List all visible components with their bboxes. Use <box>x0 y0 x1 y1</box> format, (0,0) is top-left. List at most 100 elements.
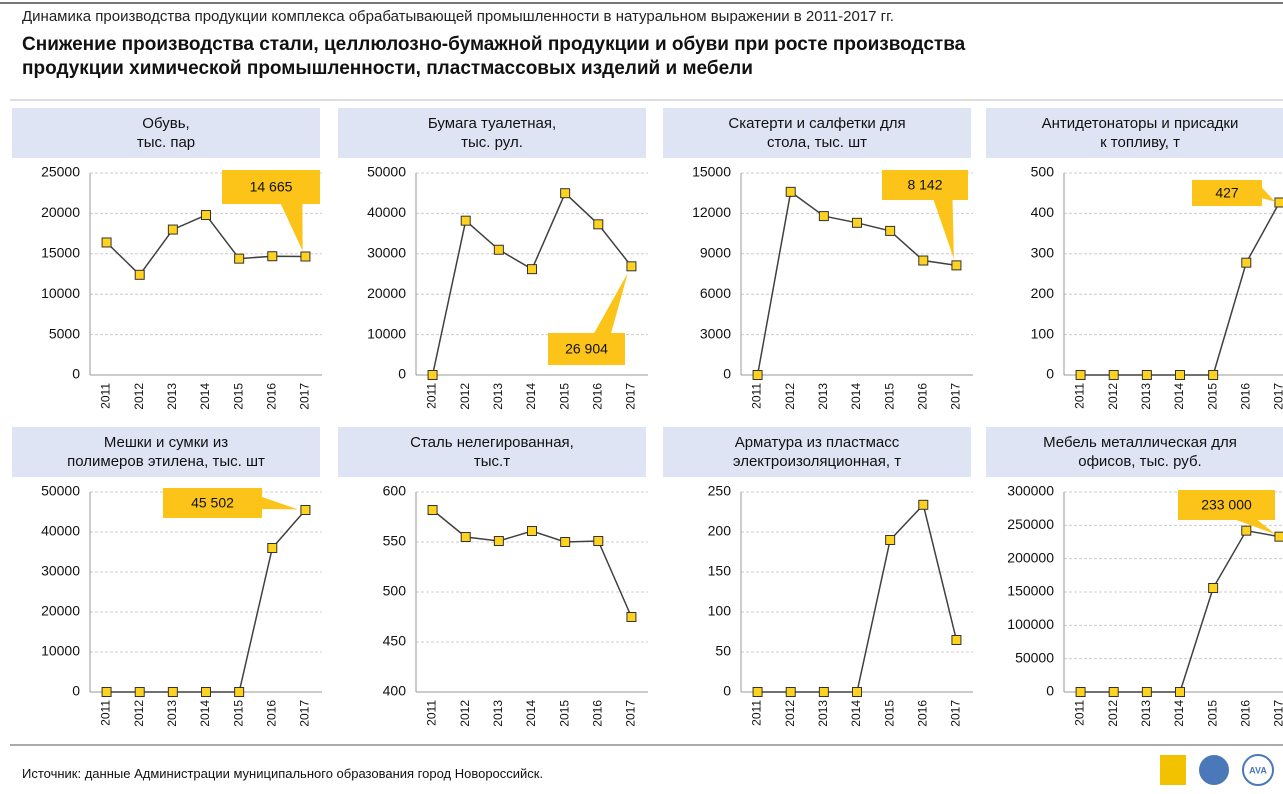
x-tick-label: 2016 <box>915 383 929 410</box>
marker <box>626 261 637 272</box>
x-tick-label: 2014 <box>849 383 863 410</box>
series-line <box>1080 529 1280 693</box>
x-tick-label: 2013 <box>816 383 830 410</box>
marker <box>852 687 862 697</box>
marker <box>134 687 145 697</box>
marker <box>560 537 571 547</box>
x-tick-label: 2014 <box>1172 700 1186 727</box>
marker <box>560 188 571 199</box>
x-tick-label: 2013 <box>1139 383 1153 410</box>
y-tick-label: 0 <box>723 366 731 382</box>
x-tick-label: 2014 <box>849 700 863 727</box>
y-tick-label: 15000 <box>692 164 731 180</box>
panel-title: Мебель металлическая для офисов, тыс. ру… <box>986 427 1283 477</box>
x-tick-label: 2012 <box>458 383 472 410</box>
panel-title: Сталь нелегированная, тыс.т <box>338 427 646 477</box>
callout-box <box>1178 490 1275 520</box>
callout-box <box>548 333 625 365</box>
y-tick-label: 0 <box>1046 366 1054 382</box>
marker <box>1075 687 1086 697</box>
logo-ava <box>1242 754 1274 786</box>
marker <box>752 687 763 697</box>
y-tick-label: 200 <box>708 523 732 539</box>
marker <box>951 260 962 271</box>
marker <box>427 370 438 380</box>
headline: Снижение производства стали, целлюлозно-… <box>22 34 966 79</box>
x-tick-label: 2016 <box>264 700 278 727</box>
y-tick-label: 5000 <box>49 325 80 341</box>
logo-coat <box>1160 755 1186 785</box>
x-tick-label: 2012 <box>1106 383 1120 410</box>
x-tick-label: 2016 <box>590 700 604 727</box>
x-tick-label: 2015 <box>1205 383 1219 410</box>
marker <box>1141 687 1152 697</box>
marker <box>527 264 537 275</box>
y-tick-label: 500 <box>1031 164 1055 180</box>
x-tick-label: 2011 <box>1073 700 1087 726</box>
y-tick-label: 600 <box>383 483 407 499</box>
x-tick-label: 2015 <box>557 700 571 727</box>
marker <box>427 505 438 515</box>
callout-box <box>882 170 968 200</box>
y-tick-label: 400 <box>1031 204 1055 220</box>
marker <box>460 532 471 542</box>
marker <box>1274 197 1283 208</box>
marker <box>1208 370 1219 380</box>
x-tick-label: 2017 <box>298 383 312 410</box>
series-line <box>106 509 306 693</box>
x-tick-label: 2014 <box>198 700 212 727</box>
y-tick-label: 100 <box>1031 325 1055 341</box>
marker <box>267 543 278 553</box>
x-tick-label: 2013 <box>1139 700 1153 727</box>
marker <box>785 186 796 197</box>
x-tick-label: 2015 <box>1205 700 1219 727</box>
x-tick-label: 2017 <box>1272 700 1283 727</box>
y-tick-label: 20000 <box>41 204 80 220</box>
y-tick-label: 25000 <box>41 164 80 180</box>
panel-title: Бумага туалетная, тыс. рул. <box>338 108 646 158</box>
marker <box>493 244 504 255</box>
marker <box>167 687 178 697</box>
y-tick-label: 0 <box>723 683 731 699</box>
y-tick-label: 500 <box>383 583 407 599</box>
marker <box>918 499 929 510</box>
panel-title: Обувь, тыс. пар <box>12 108 320 158</box>
marker <box>885 535 896 545</box>
y-tick-label: 200 <box>1031 285 1055 301</box>
y-tick-label: 0 <box>1046 683 1054 699</box>
x-tick-label: 2015 <box>231 700 245 727</box>
x-tick-label: 2016 <box>915 700 929 727</box>
caption: Динамика производства продукции комплекс… <box>22 8 894 25</box>
marker <box>593 219 604 230</box>
y-tick-label: 50 <box>715 643 731 659</box>
x-tick-label: 2011 <box>1073 383 1087 409</box>
y-tick-label: 3000 <box>700 325 731 341</box>
callout-pointer <box>262 497 298 510</box>
y-tick-label: 150000 <box>1007 583 1054 599</box>
series-line <box>1080 202 1281 376</box>
panel-title: Мешки и сумки из полимеров этилена, тыс.… <box>12 427 320 477</box>
x-tick-label: 2013 <box>165 700 179 727</box>
series-line <box>757 503 958 693</box>
x-tick-label: 2012 <box>783 383 797 410</box>
x-tick-label: 2011 <box>750 700 764 726</box>
x-tick-label: 2015 <box>231 383 245 410</box>
logo-emblem <box>1199 755 1229 785</box>
callout-pointer <box>594 272 628 333</box>
y-tick-label: 10000 <box>41 643 80 659</box>
marker <box>1141 370 1152 380</box>
y-tick-label: 12000 <box>692 204 731 220</box>
y-tick-label: 30000 <box>41 563 80 579</box>
y-tick-label: 50000 <box>367 164 406 180</box>
y-tick-label: 150 <box>708 563 732 579</box>
marker <box>593 536 604 546</box>
panel-title: Антидетонаторы и присадки к топливу, т <box>986 108 1283 158</box>
marker <box>234 253 245 264</box>
marker <box>460 215 471 226</box>
y-tick-label: 200000 <box>1007 549 1054 565</box>
y-tick-label: 6000 <box>700 285 731 301</box>
marker <box>818 211 829 222</box>
marker <box>300 251 311 262</box>
